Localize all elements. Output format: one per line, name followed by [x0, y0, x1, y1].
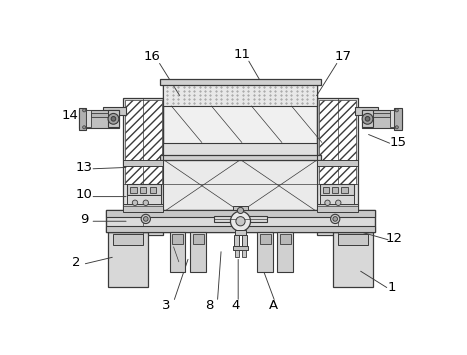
Bar — [106, 211, 375, 217]
Bar — [362, 110, 373, 127]
Circle shape — [333, 217, 338, 221]
Text: 8: 8 — [205, 299, 214, 312]
Text: 15: 15 — [390, 136, 407, 149]
Bar — [390, 110, 395, 127]
Circle shape — [143, 200, 149, 206]
Bar — [341, 187, 347, 193]
Bar — [319, 100, 356, 184]
Circle shape — [331, 214, 340, 224]
Bar — [108, 110, 119, 127]
Bar — [123, 160, 163, 166]
Text: 4: 4 — [231, 299, 239, 312]
Bar — [318, 204, 358, 212]
Bar — [123, 98, 163, 235]
Bar — [320, 195, 354, 206]
Text: A: A — [269, 299, 278, 312]
Bar — [318, 160, 358, 166]
Bar — [277, 232, 293, 272]
Bar — [242, 250, 246, 257]
Bar — [395, 108, 402, 130]
Bar — [193, 234, 204, 244]
Circle shape — [325, 200, 330, 206]
Bar — [235, 230, 246, 235]
Circle shape — [83, 109, 86, 112]
Bar — [86, 110, 91, 127]
Text: 16: 16 — [143, 50, 160, 63]
Bar — [127, 195, 161, 206]
Bar — [79, 108, 86, 130]
Bar — [233, 206, 248, 211]
Circle shape — [236, 217, 245, 226]
Circle shape — [336, 200, 341, 206]
Bar — [113, 234, 143, 245]
Text: 1: 1 — [388, 281, 396, 294]
Bar — [333, 232, 373, 288]
Bar — [362, 110, 402, 128]
Bar — [233, 246, 248, 250]
Bar — [163, 160, 318, 212]
Circle shape — [111, 116, 116, 121]
Bar — [130, 187, 136, 193]
Bar — [280, 234, 290, 244]
Circle shape — [83, 126, 86, 129]
Circle shape — [132, 200, 138, 206]
Circle shape — [365, 116, 370, 121]
Bar — [172, 234, 183, 244]
Bar — [106, 211, 375, 232]
Circle shape — [362, 114, 373, 124]
Circle shape — [108, 114, 119, 124]
Bar — [140, 187, 146, 193]
Text: 11: 11 — [234, 48, 250, 61]
Bar — [355, 107, 378, 115]
Circle shape — [143, 217, 148, 221]
Bar — [160, 79, 321, 85]
Bar — [318, 98, 358, 235]
Bar — [320, 184, 354, 195]
Bar — [260, 234, 270, 244]
Bar — [170, 232, 185, 272]
Bar — [103, 107, 126, 115]
Text: 9: 9 — [80, 213, 88, 226]
Bar — [160, 155, 321, 160]
Bar — [79, 110, 119, 128]
Bar — [127, 184, 161, 195]
Text: 14: 14 — [62, 109, 79, 122]
Circle shape — [231, 211, 250, 231]
Bar — [123, 204, 163, 212]
Text: 17: 17 — [334, 50, 351, 63]
Bar — [125, 100, 162, 184]
Bar — [257, 232, 273, 272]
Circle shape — [395, 126, 398, 129]
Bar — [373, 113, 390, 117]
Bar — [234, 235, 239, 247]
Bar — [163, 83, 318, 157]
Bar — [163, 83, 318, 106]
Bar — [235, 250, 239, 257]
Bar — [338, 234, 368, 245]
Bar — [149, 187, 156, 193]
Bar — [91, 113, 108, 117]
Text: 12: 12 — [386, 233, 403, 245]
Bar — [242, 235, 248, 247]
Bar — [332, 187, 338, 193]
Bar — [191, 232, 206, 272]
Bar — [163, 143, 318, 157]
Text: 3: 3 — [162, 299, 170, 312]
Text: 2: 2 — [72, 256, 81, 268]
Bar — [323, 187, 329, 193]
Bar — [108, 232, 148, 288]
Circle shape — [237, 207, 244, 214]
Bar — [106, 226, 375, 232]
Text: 13: 13 — [76, 161, 92, 174]
Bar — [213, 216, 268, 222]
Circle shape — [395, 109, 398, 112]
Text: 10: 10 — [76, 188, 92, 201]
Circle shape — [141, 214, 150, 224]
